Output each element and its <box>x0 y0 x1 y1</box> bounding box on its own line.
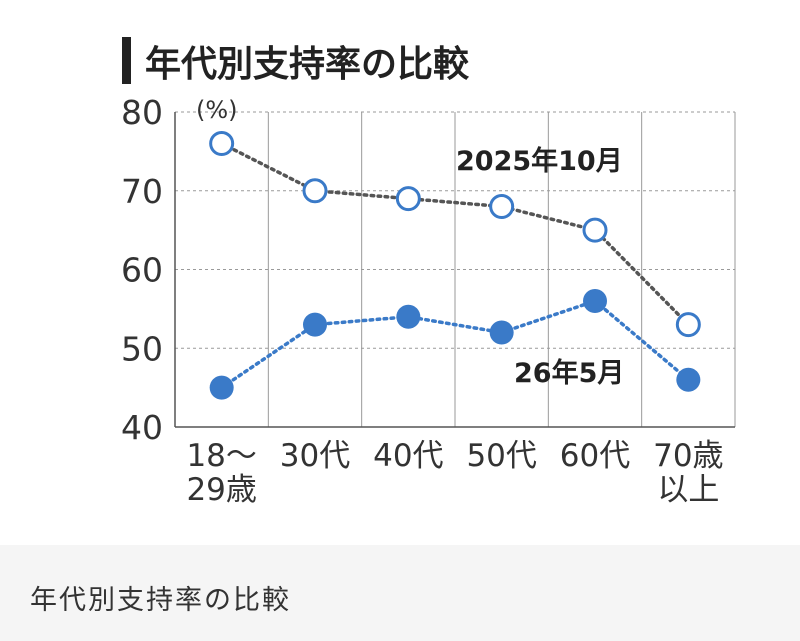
y-tick-label: 50 <box>121 329 163 368</box>
data-point-filled <box>396 304 421 329</box>
line-chart: 年代別支持率の比較 40 50 60 70 80 (%) 18～ 29歳 30代 40代 50代 60… <box>121 37 736 508</box>
x-tick-label-line: 18～ <box>186 438 256 474</box>
y-tick-label: 80 <box>121 93 163 132</box>
y-tick-label: 70 <box>121 172 163 211</box>
x-tick-label: 18～ 29歳 <box>186 438 256 508</box>
x-tick-label-line: 50代 <box>466 438 536 474</box>
x-tick-label: 30代 <box>280 438 350 474</box>
x-tick-label: 70歳以上 <box>653 438 723 508</box>
x-tick-label-line: 30代 <box>280 438 350 474</box>
grid <box>175 111 736 427</box>
chart-title: 年代別支持率の比較 <box>145 44 470 85</box>
data-point-filled <box>209 375 234 400</box>
x-tick-label: 60代 <box>560 438 630 474</box>
unit-label: (%) <box>196 96 238 124</box>
data-point-open <box>209 131 235 156</box>
y-tick-label: 40 <box>121 408 163 447</box>
x-tick-label-line: 40代 <box>373 438 443 474</box>
axes <box>174 112 735 428</box>
data-point-open <box>395 186 421 212</box>
data-point-open <box>302 178 328 204</box>
data-point-filled <box>489 320 514 345</box>
x-tick-label: 50代 <box>466 438 536 474</box>
x-tick-label-line: 70歳 <box>653 438 723 474</box>
data-point-open <box>675 312 701 338</box>
data-point-filled <box>676 367 701 392</box>
x-tick-label-line: 60代 <box>560 438 630 474</box>
figure-caption: 年代別支持率の比較 <box>30 585 291 616</box>
data-point-filled <box>583 289 607 313</box>
series-line <box>219 141 691 327</box>
x-tick-label-line: 以上 <box>657 472 719 508</box>
x-tick-label: 40代 <box>373 438 443 474</box>
series <box>209 131 701 400</box>
series-label: 26年5月 <box>514 357 624 389</box>
data-point-filled <box>303 312 327 337</box>
y-tick-label: 60 <box>121 251 163 290</box>
x-tick-label-line: 29歳 <box>186 472 256 508</box>
series-line <box>219 299 691 390</box>
data-point-open <box>582 217 608 243</box>
chart-figure: 年代別支持率の比較 40 50 60 70 80 (%) 18～ 29歳 30代 40代 50代 60… <box>121 37 736 508</box>
series-label: 2025年10月 <box>456 145 623 177</box>
title-bar <box>122 37 131 84</box>
labels: 40 50 60 70 80 (%) 18～ 29歳 30代 40代 50代 60代 70歳以上 2025… <box>121 93 724 508</box>
data-point-open <box>489 194 515 219</box>
